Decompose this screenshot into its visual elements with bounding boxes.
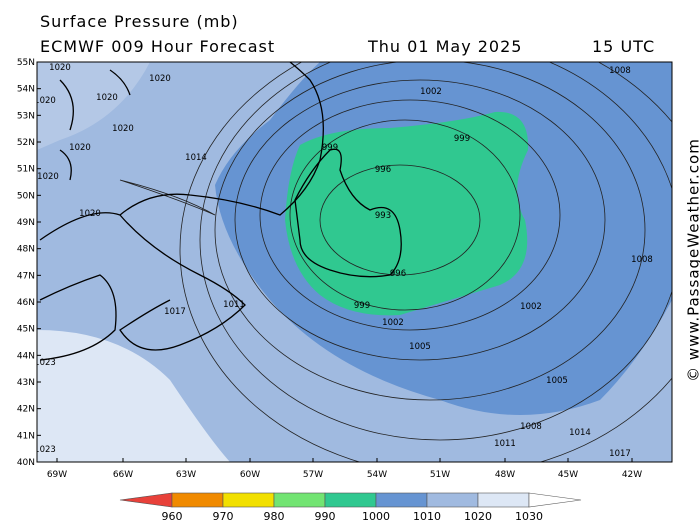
isobar-label: 1011 [223, 300, 245, 310]
lon-label: 57W [303, 470, 323, 480]
isobar-label: 1014 [569, 428, 591, 438]
isobar-label: 1008 [520, 422, 542, 432]
lat-label: 48N [17, 245, 35, 255]
isobar-label: 1017 [609, 449, 631, 459]
lon-label: 45W [558, 470, 578, 480]
lat-label: 47N [17, 271, 35, 281]
lon-label: 54W [367, 470, 387, 480]
colorbar-label: 990 [315, 510, 336, 523]
lat-label: 50N [17, 191, 35, 201]
lat-label: 54N [17, 85, 35, 95]
isobar-label: 1008 [609, 66, 631, 76]
isobar-label: 1017 [164, 307, 186, 317]
colorbar-label: 1010 [413, 510, 441, 523]
colorbar-label: 1020 [464, 510, 492, 523]
lon-label: 51W [430, 470, 450, 480]
colorbar-low [120, 493, 172, 507]
isobar-label: 1011 [494, 439, 516, 449]
lat-label: 55N [17, 58, 35, 68]
date: Thu 01 May 2025 [367, 37, 522, 56]
colorbar-segment [478, 493, 529, 507]
lat-label: 53N [17, 111, 35, 121]
lon-label: 48W [495, 470, 515, 480]
model: ECMWF 009 Hour Forecast [40, 37, 275, 56]
isobar-label: 999 [454, 134, 470, 144]
time: 15 UTC [592, 37, 655, 56]
isobar-label: 1020 [49, 63, 71, 73]
lon-label: 69W [47, 470, 67, 480]
colorbar-segment [223, 493, 274, 507]
colorbar-segment [427, 493, 478, 507]
colorbar-label: 1030 [515, 510, 543, 523]
lat-label: 44N [17, 351, 35, 361]
lon-label: 63W [176, 470, 196, 480]
isobar-label: 1020 [79, 209, 101, 219]
isobar-label: 1014 [185, 153, 207, 163]
lat-label: 46N [17, 298, 35, 308]
isobar-label: 999 [322, 143, 338, 153]
lon-label: 60W [240, 470, 260, 480]
colorbar-label: 960 [162, 510, 183, 523]
isobar-label: 999 [354, 301, 370, 311]
lon-label: 66W [113, 470, 133, 480]
isobar-label: 1020 [96, 93, 118, 103]
credit: © www.PassageWeather.com [685, 138, 700, 382]
isobar-label: 996 [390, 269, 406, 279]
isobar-label: 1020 [69, 143, 91, 153]
isobar-label: 1005 [409, 342, 431, 352]
isobar-label: 1020 [149, 74, 171, 84]
colorbar-label: 980 [264, 510, 285, 523]
isobar-label: 1008 [631, 255, 653, 265]
isobar-label: 1005 [546, 376, 568, 386]
colorbar-segment [172, 493, 223, 507]
colorbar-segment [325, 493, 376, 507]
lat-label: 51N [17, 165, 35, 175]
lat-label: 40N [17, 458, 35, 468]
isobar-label: 993 [375, 211, 391, 221]
isobar-label: 1002 [420, 87, 442, 97]
lat-label: 42N [17, 405, 35, 415]
lat-label: 49N [17, 218, 35, 228]
lat-label: 41N [17, 431, 35, 441]
lat-label: 43N [17, 378, 35, 388]
title: Surface Pressure (mb) [40, 12, 239, 31]
colorbar-label: 1000 [362, 510, 390, 523]
isobar-label: 1020 [37, 172, 59, 182]
colorbar-segment [274, 493, 325, 507]
isobar-label: 996 [375, 165, 391, 175]
lon-label: 42W [622, 470, 642, 480]
isobar-label: 1020 [112, 124, 134, 134]
lat-label: 52N [17, 138, 35, 148]
colorbar-label: 970 [213, 510, 234, 523]
colorbar-segment [376, 493, 427, 507]
colorbar-high [529, 493, 581, 507]
isobar-label: 1002 [520, 302, 542, 312]
isobar-label: 1002 [382, 318, 404, 328]
lat-label: 45N [17, 325, 35, 335]
